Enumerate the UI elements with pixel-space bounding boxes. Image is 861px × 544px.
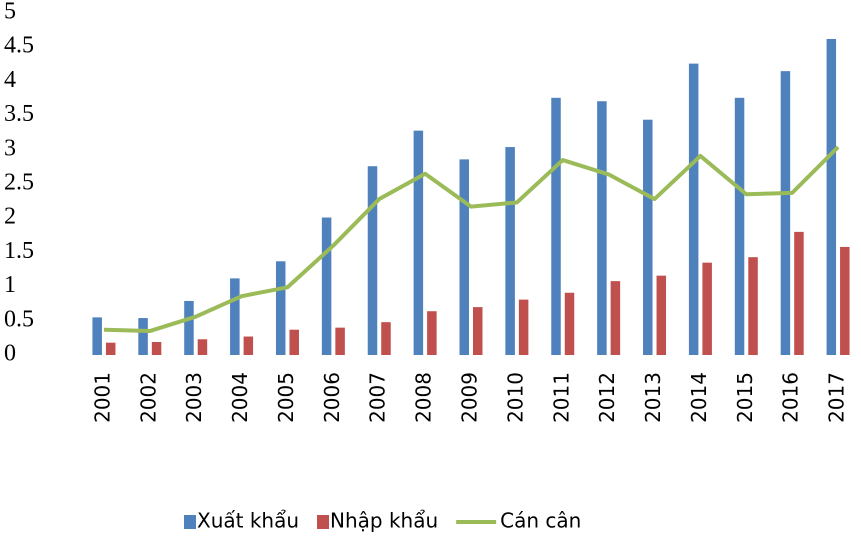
y-tick-label: 1.5 <box>4 238 34 264</box>
x-tick-label: 2001 <box>90 372 114 423</box>
x-tick-label: 2006 <box>320 372 344 423</box>
bar <box>656 275 667 355</box>
x-tick-label: 2013 <box>641 372 665 423</box>
legend-swatch <box>184 515 196 529</box>
bar <box>597 101 607 356</box>
bar <box>643 119 653 355</box>
y-tick-label: 2.5 <box>4 170 34 196</box>
y-tick-label: 1 <box>4 272 16 298</box>
y-tick-label: 2 <box>4 204 16 230</box>
x-tick-label: 2010 <box>503 372 527 423</box>
x-tick-label: 2012 <box>595 372 619 423</box>
x-tick-label: 2017 <box>825 372 849 423</box>
x-tick-label: 2007 <box>366 372 390 423</box>
y-tick-label: 5 <box>4 0 16 25</box>
legend-swatch <box>317 515 330 529</box>
bar <box>105 342 116 355</box>
legend-label: Xuất khẩu <box>197 509 299 533</box>
x-tick-label: 2016 <box>779 372 803 423</box>
bar <box>197 339 208 355</box>
x-tick-label: 2002 <box>136 372 160 423</box>
x-tick-label: 2004 <box>228 372 252 423</box>
bar <box>459 159 469 355</box>
x-tick-label: 2003 <box>182 372 206 423</box>
y-tick-label: 4.5 <box>4 33 34 59</box>
bar <box>184 300 194 355</box>
bar <box>230 278 240 355</box>
bar <box>734 97 745 355</box>
bar <box>518 299 529 355</box>
x-tick-label: 2005 <box>274 372 298 423</box>
bar <box>564 292 575 355</box>
bar <box>505 147 515 355</box>
bar <box>748 257 758 355</box>
bar <box>275 261 286 355</box>
bar <box>381 322 391 355</box>
legend-label: Nhập khẩu <box>330 509 438 533</box>
x-tick-label: 2014 <box>687 372 711 423</box>
y-tick-label: 3.5 <box>4 101 34 127</box>
x-tick-label: 2009 <box>458 372 482 423</box>
bar <box>289 329 299 355</box>
bar <box>473 307 483 355</box>
bar <box>367 166 378 355</box>
bar <box>551 97 561 355</box>
bar <box>688 63 699 356</box>
y-tick-label: 0 <box>4 341 16 367</box>
bar <box>92 317 102 355</box>
bar <box>321 217 332 355</box>
bar <box>243 336 254 355</box>
x-tick-label: 2011 <box>549 372 573 423</box>
bar <box>826 38 837 355</box>
bar <box>427 311 437 355</box>
x-tick-label: 2015 <box>733 372 757 423</box>
bar <box>138 318 148 355</box>
x-tick-label: 2008 <box>412 372 436 423</box>
line <box>103 145 840 334</box>
bar <box>702 262 712 355</box>
bar <box>335 327 345 355</box>
bar <box>151 342 162 355</box>
y-tick-label: 0.5 <box>4 306 34 332</box>
bar <box>840 246 850 355</box>
bar <box>610 281 621 355</box>
y-tick-label: 4 <box>4 67 16 93</box>
bar <box>780 71 791 355</box>
bar <box>413 130 424 355</box>
y-tick-label: 3 <box>4 135 16 161</box>
bar <box>794 231 804 355</box>
legend-label: Cán cân <box>500 509 581 533</box>
